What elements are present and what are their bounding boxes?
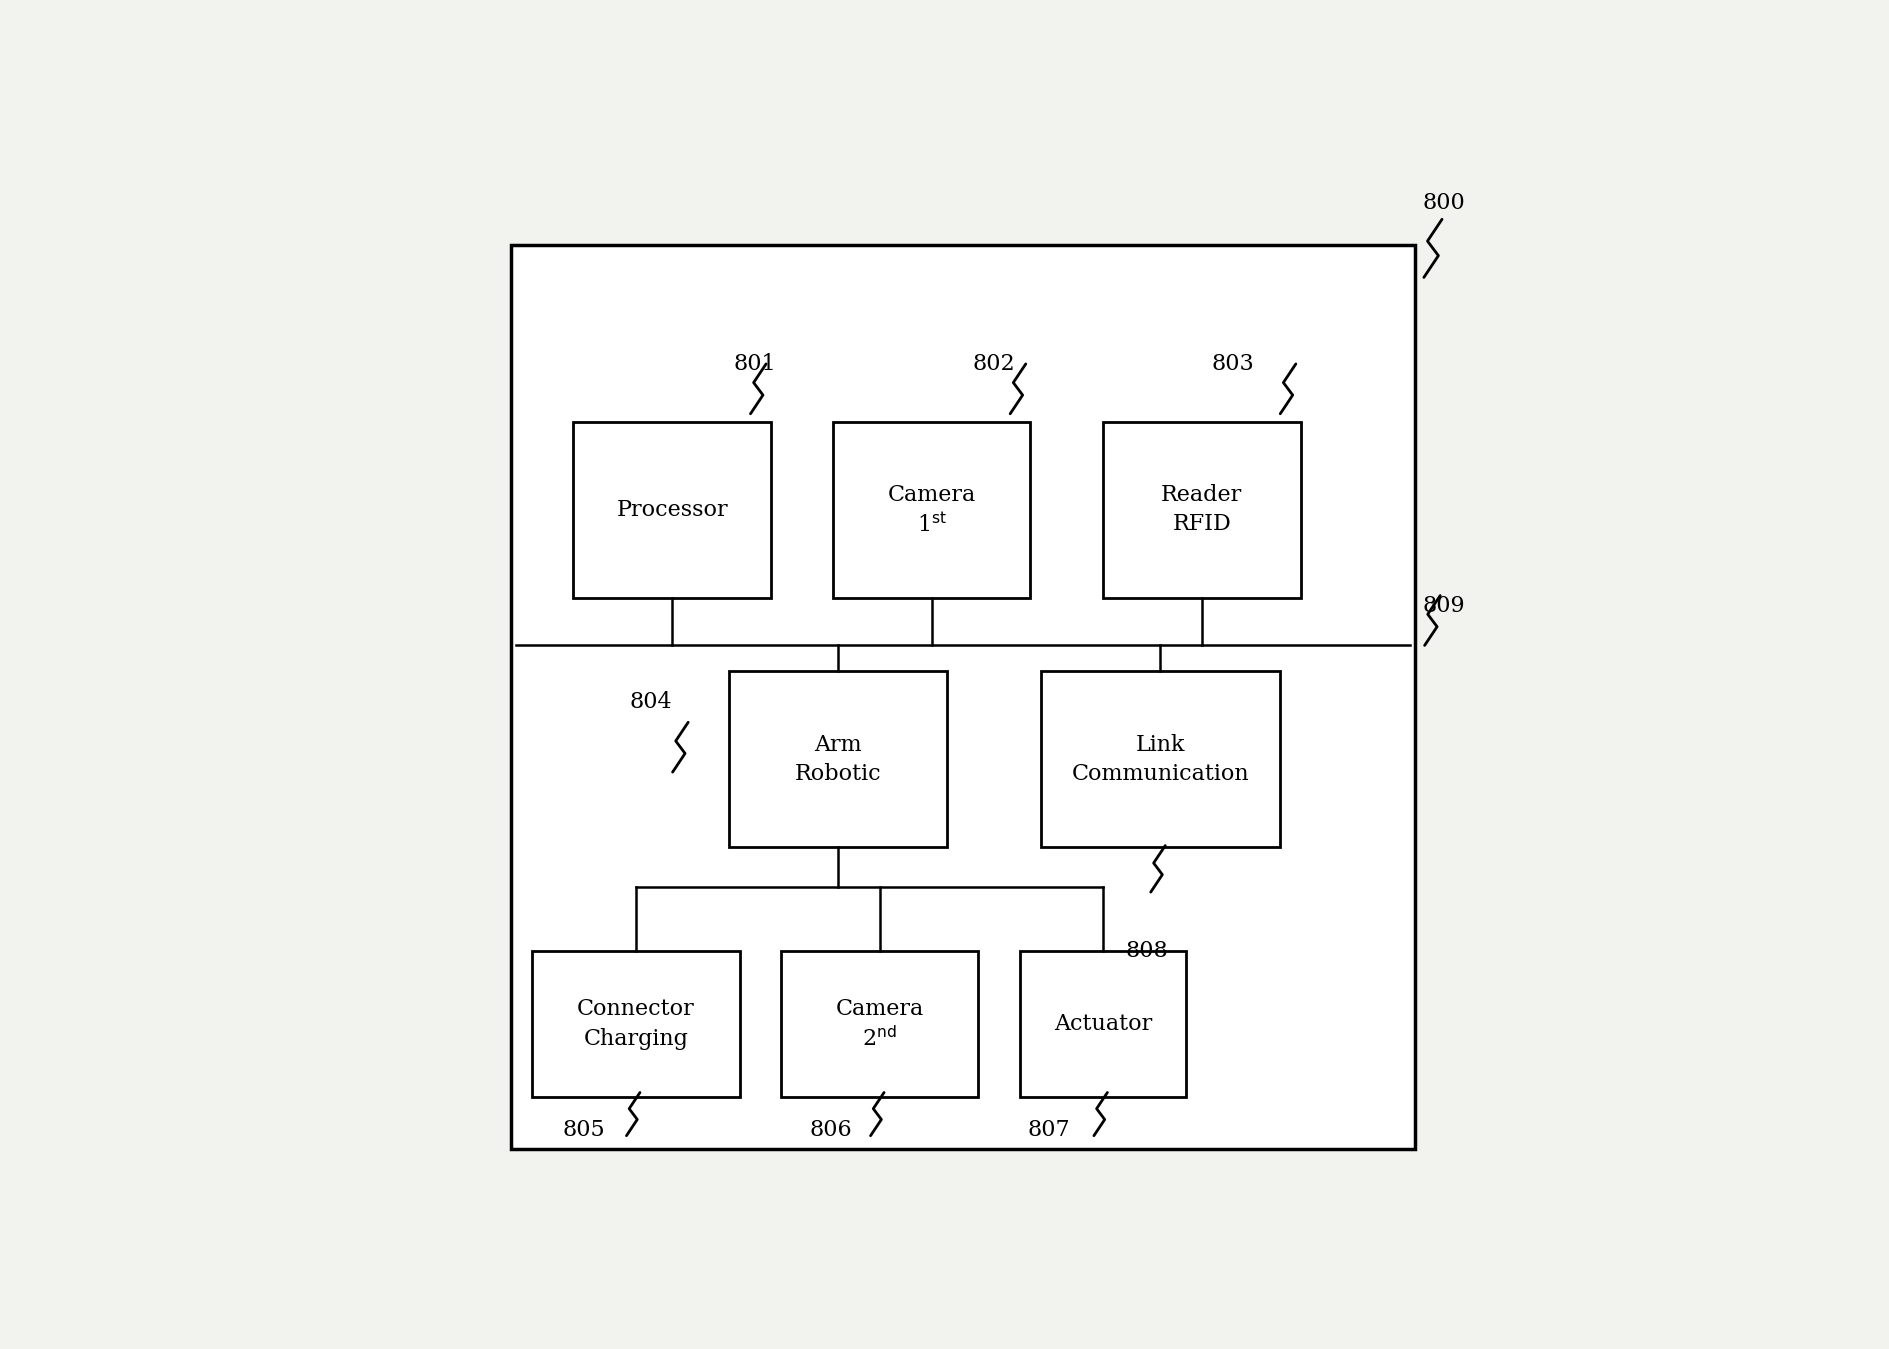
Text: 2$^{\rm nd}$: 2$^{\rm nd}$: [863, 1027, 897, 1051]
Bar: [782, 951, 979, 1097]
Text: Connector: Connector: [576, 998, 695, 1020]
Bar: [1041, 670, 1279, 847]
Text: Processor: Processor: [616, 499, 727, 521]
Text: 808: 808: [1126, 940, 1167, 962]
Text: Robotic: Robotic: [795, 762, 882, 785]
Text: Charging: Charging: [584, 1028, 688, 1050]
Bar: [512, 246, 1415, 1149]
Bar: [574, 421, 771, 598]
Text: 807: 807: [1028, 1118, 1071, 1141]
Bar: [1020, 951, 1186, 1097]
Text: Actuator: Actuator: [1054, 1013, 1152, 1035]
Text: 802: 802: [973, 353, 1016, 375]
Text: Link: Link: [1135, 734, 1184, 755]
Text: 803: 803: [1211, 353, 1254, 375]
Bar: [833, 421, 1030, 598]
Text: 805: 805: [563, 1118, 604, 1141]
Text: Reader: Reader: [1162, 484, 1243, 506]
Text: 1$^{\rm st}$: 1$^{\rm st}$: [916, 513, 946, 537]
Text: 806: 806: [810, 1118, 852, 1141]
Text: 809: 809: [1422, 595, 1466, 618]
Bar: [1103, 421, 1300, 598]
Text: Camera: Camera: [835, 998, 924, 1020]
Bar: [729, 670, 948, 847]
Text: Camera: Camera: [888, 484, 977, 506]
Text: RFID: RFID: [1173, 514, 1232, 536]
Text: 804: 804: [631, 691, 672, 714]
Text: 800: 800: [1422, 193, 1466, 214]
Text: Communication: Communication: [1071, 762, 1249, 785]
Text: 801: 801: [733, 353, 776, 375]
Text: Arm: Arm: [814, 734, 861, 755]
Bar: [533, 951, 740, 1097]
